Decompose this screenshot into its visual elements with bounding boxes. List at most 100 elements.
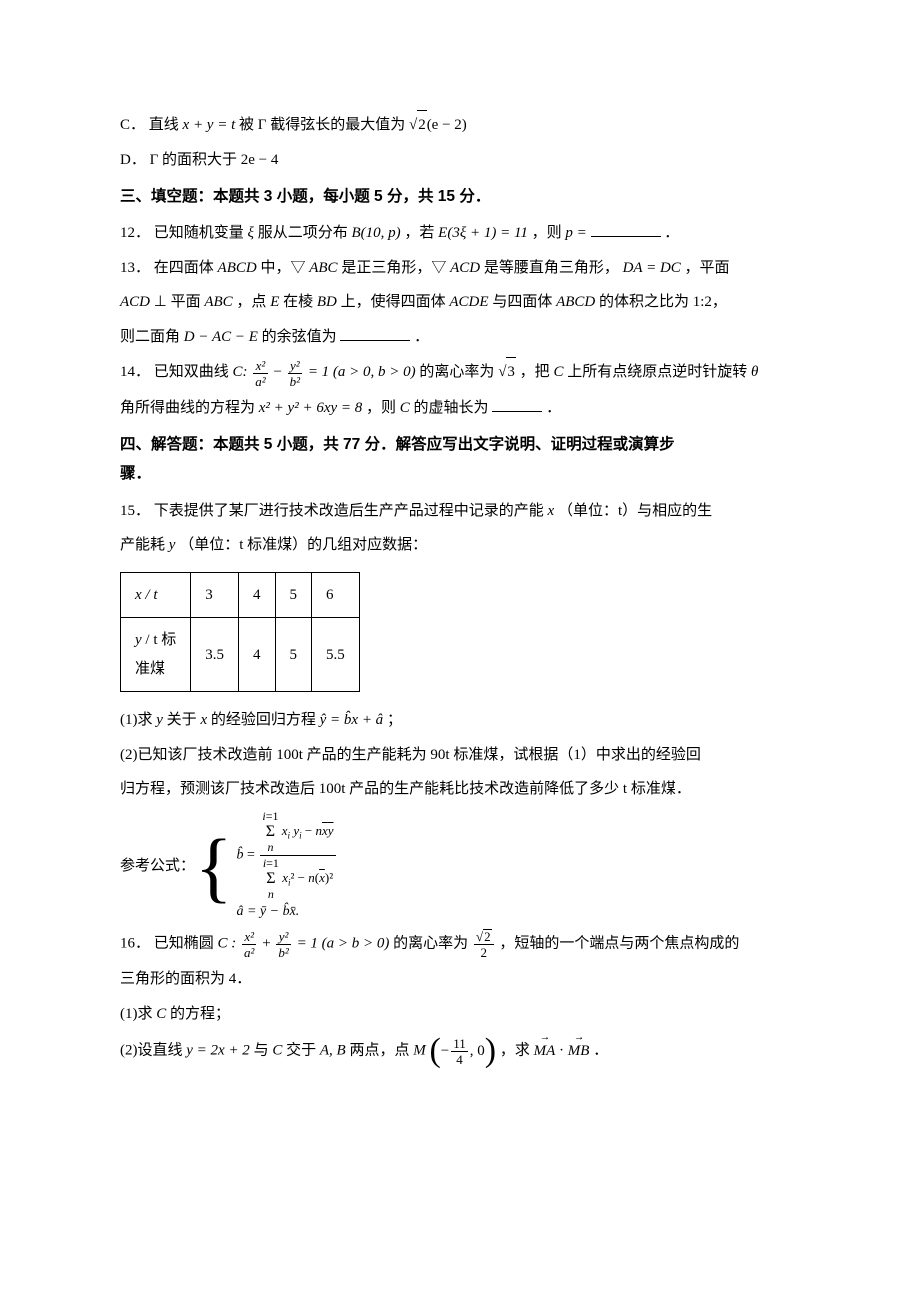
q15-part1: (1)求 y 关于 x 的经验回归方程 ŷ = b̂x + â ；	[120, 706, 800, 735]
q14-frac1: x²a²	[253, 359, 267, 388]
q16-vec-ma: MA	[534, 1037, 556, 1066]
q16-p2c: 交于	[286, 1043, 320, 1059]
q13-eq1: DA = DC	[623, 260, 681, 276]
q14-t6: ，则	[366, 400, 400, 416]
q12-t1: 已知随机变量	[154, 225, 248, 241]
q13-perp: ⊥ 平面	[154, 294, 205, 310]
q13-acd: ACD	[450, 260, 480, 276]
q12-t4: ，则	[532, 225, 566, 241]
q14-t4: 上所有点绕原点逆时针旋转	[567, 364, 751, 380]
q16-p2b: 与	[254, 1043, 273, 1059]
q15-num: 15．	[120, 503, 150, 519]
q16-frac2: y²b²	[276, 930, 290, 959]
question-13-line3: 则二面角 D − AC − E 的余弦值为 ．	[120, 323, 800, 352]
q15-y2: y	[156, 712, 163, 728]
q12-peq: p =	[565, 225, 590, 241]
option-c-prefix: 直线	[149, 117, 183, 133]
q15-l1: 下表提供了某厂进行技术改造后生产产品过程中记录的产能	[154, 503, 548, 519]
section-3-heading: 三、填空题：本题共 3 小题，每小题 5 分，共 15 分．	[120, 182, 800, 211]
question-13-line1: 13． 在四面体 ABCD 中，▽ ABC 是正三角形，▽ ACD 是等腰直角三…	[120, 254, 800, 283]
q13-E: E	[270, 294, 279, 310]
q12-blank	[591, 222, 661, 237]
option-c-val: 2(e − 2)	[409, 117, 467, 133]
q13-blank	[340, 326, 410, 341]
q13-l1c: 是正三角形，▽	[341, 260, 446, 276]
q16-AB: A, B	[320, 1043, 346, 1059]
q15-l2b: （单位：t 标准煤）的几组对应数据：	[179, 537, 427, 553]
question-14-line2: 角所得曲线的方程为 x² + y² + 6xy = 8 ，则 C 的虚轴长为 ．	[120, 394, 800, 423]
q14-eqmid: = 1 (a > 0, b > 0)	[308, 364, 420, 380]
q16-C2: C	[156, 1006, 166, 1022]
q12-t3: ，若	[404, 225, 438, 241]
q13-l2g: 的体积之比为 1:2，	[599, 294, 727, 310]
q13-l2d: 在棱	[283, 294, 317, 310]
table-cell: 4	[239, 572, 276, 618]
q15-part2a: (2)已知该厂技术改造前 100t 产品的生产能耗为 90t 标准煤，试根据（1…	[120, 741, 800, 770]
q13-l3c: ．	[414, 329, 429, 345]
q13-l1b: 中，▽	[260, 260, 305, 276]
q16-t2: 的离心率为	[393, 936, 472, 952]
q16-ecc: 2 2	[474, 929, 494, 959]
q15-data-table: x / t 3 4 5 6 y / t 标准煤 3.5 4 5 5.5	[120, 572, 360, 693]
q16-t1: 已知椭圆	[154, 936, 218, 952]
option-c: C． 直线 x + y = t 被 Γ 截得弦长的最大值为 2(e − 2)	[120, 110, 800, 140]
q13-l3b: 的余弦值为	[262, 329, 341, 345]
q15-x: x	[548, 503, 555, 519]
q13-l3a: 则二面角	[120, 329, 184, 345]
q16-C: C :	[218, 936, 241, 952]
q16-p2f: ．	[593, 1043, 608, 1059]
q12-cond: E(3ξ + 1) = 11	[438, 225, 528, 241]
q14-t8: ．	[546, 400, 561, 416]
q13-l2b: ABC	[204, 294, 232, 310]
q15-p1a: (1)求	[120, 712, 156, 728]
q15-l2: 产能耗	[120, 537, 169, 553]
table-cell: 5	[275, 572, 312, 618]
q16-p2a: (2)设直线	[120, 1043, 186, 1059]
option-d-label: D．	[120, 152, 146, 168]
q15-formulas: b̂ = i=1Σn xi yi − nxy i=1Σn xi² − n(x)²…	[236, 810, 337, 923]
q15-formula-b: b̂ = i=1Σn xi yi − nxy i=1Σn xi² − n(x)²	[236, 810, 337, 901]
q16-part1: (1)求 C 的方程；	[120, 1000, 800, 1029]
q12-dist: B(10, p)	[351, 225, 400, 241]
q15-ref: 参考公式：	[120, 852, 195, 881]
q16-M: M	[413, 1043, 426, 1059]
q14-t5: 角所得曲线的方程为	[120, 400, 259, 416]
question-15-line1: 15． 下表提供了某厂进行技术改造后生产产品过程中记录的产能 x （单位：t）与…	[120, 497, 800, 526]
q14-C2: C	[553, 364, 563, 380]
option-c-eq: x + y = t	[183, 117, 236, 133]
q13-l2e: 上，使得四面体	[341, 294, 450, 310]
q14-blank	[492, 397, 542, 412]
q15-part2b: 归方程，预测该厂技术改造后 100t 产品的生产能耗比技术改造前降低了多少 t …	[120, 775, 800, 804]
q14-C: C:	[233, 364, 252, 380]
q13-abc: ABC	[309, 260, 337, 276]
q15-x2: x	[200, 712, 207, 728]
q13-l2c: ，点	[236, 294, 270, 310]
brace-icon: {	[195, 828, 232, 906]
q16-leq: y = 2x + 2	[186, 1043, 250, 1059]
q12-t2: 服从二项分布	[258, 225, 352, 241]
option-d-text: Γ 的面积大于 2e − 4	[150, 152, 279, 168]
question-12: 12． 已知随机变量 ξ 服从二项分布 B(10, p) ，若 E(3ξ + 1…	[120, 219, 800, 248]
section-4-heading-a: 四、解答题：本题共 5 小题，共 77 分．解答应写出文字说明、证明过程或演算步	[120, 430, 800, 459]
q16-dot: ·	[559, 1043, 568, 1059]
table-cell: 3.5	[191, 618, 239, 692]
q12-num: 12．	[120, 225, 150, 241]
q16-t3: ，短轴的一个端点与两个焦点构成的	[499, 936, 739, 952]
q16-num: 16．	[120, 936, 150, 952]
option-c-label: C．	[120, 117, 145, 133]
q16-p1b: 的方程；	[170, 1006, 230, 1022]
question-15-line2: 产能耗 y （单位：t 标准煤）的几组对应数据：	[120, 531, 800, 560]
q13-l2f: 与四面体	[492, 294, 556, 310]
q16-part2: (2)设直线 y = 2x + 2 与 C 交于 A, B 两点，点 M ( −…	[120, 1034, 800, 1068]
q14-C3: C	[400, 400, 410, 416]
q15-p1c: 的经验回归方程	[211, 712, 320, 728]
q16-eqmid: = 1 (a > b > 0)	[297, 936, 394, 952]
q12-t6: ．	[664, 225, 679, 241]
table-cell: 6	[312, 572, 360, 618]
q16-vec-mb: MB	[568, 1037, 590, 1066]
question-16-line1: 16． 已知椭圆 C : x²a² + y²b² = 1 (a > b > 0)…	[120, 929, 800, 959]
q13-BD: BD	[317, 294, 337, 310]
q15-l1b: （单位：t）与相应的生	[558, 503, 712, 519]
q14-t2: 的离心率为	[419, 364, 498, 380]
q14-theta: θ	[751, 364, 758, 380]
